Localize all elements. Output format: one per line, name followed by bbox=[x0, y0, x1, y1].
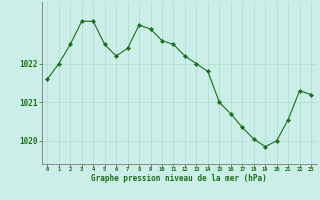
X-axis label: Graphe pression niveau de la mer (hPa): Graphe pression niveau de la mer (hPa) bbox=[91, 174, 267, 183]
